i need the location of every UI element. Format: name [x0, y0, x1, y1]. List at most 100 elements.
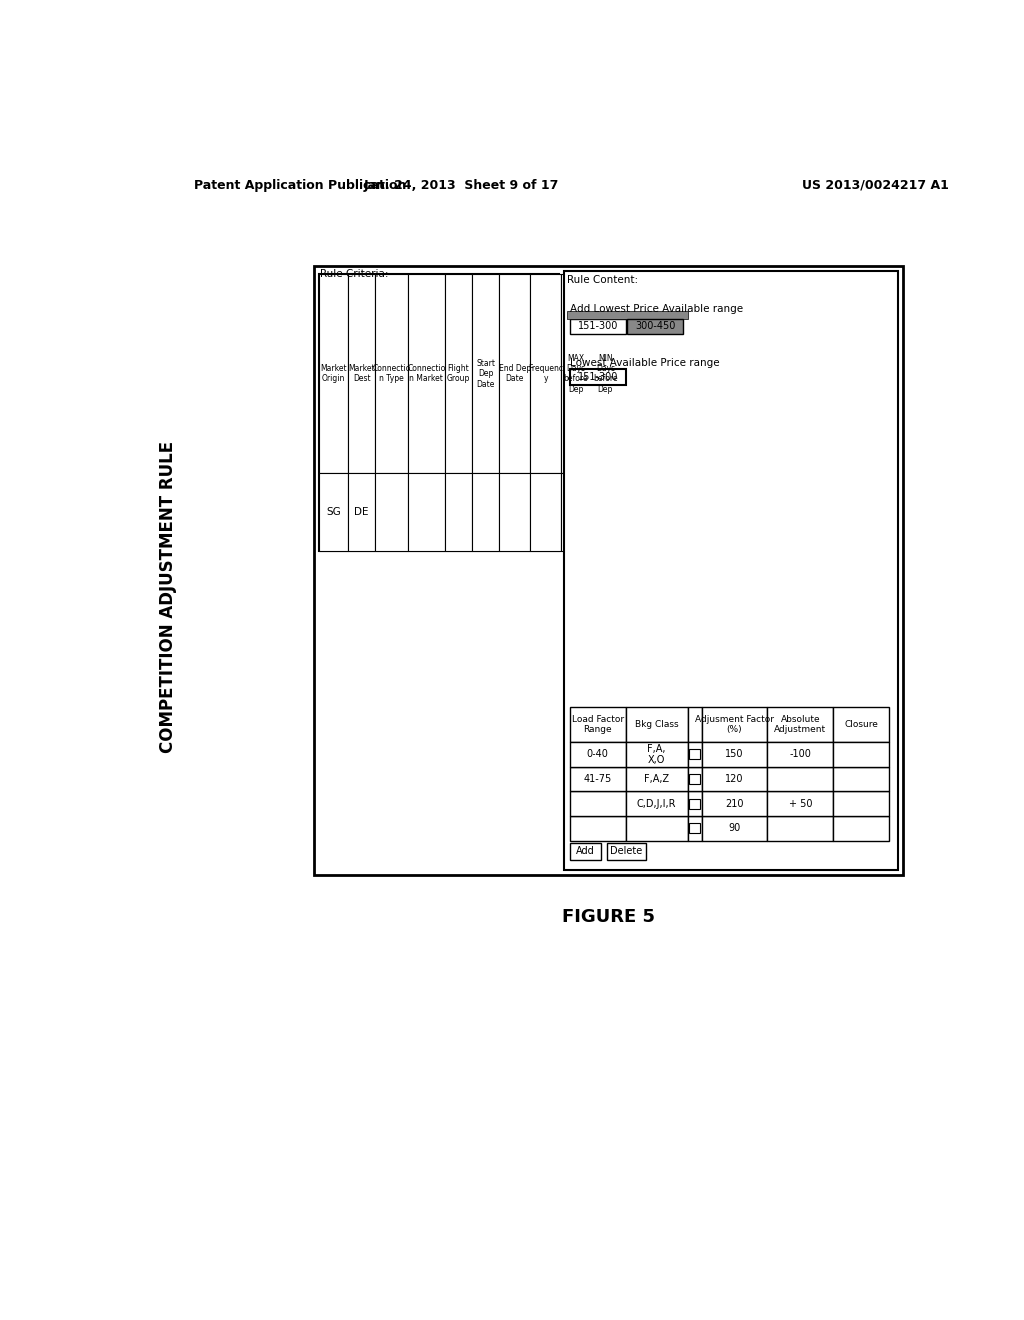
Text: 151-300: 151-300 [578, 372, 617, 381]
Text: Start
Dep
Date: Start Dep Date [476, 359, 496, 388]
Text: 0-40: 0-40 [587, 750, 608, 759]
Text: 120: 120 [725, 774, 743, 784]
Text: DE: DE [354, 507, 369, 517]
Text: MAX
Days
before
Dep: MAX Days before Dep [563, 354, 588, 393]
Bar [767, 816, 834, 841]
Bar [767, 792, 834, 816]
Bar [626, 816, 687, 841]
Bar [591, 275, 621, 474]
Bar [318, 275, 348, 474]
Text: Absolute
Adjustment: Absolute Adjustment [774, 715, 826, 734]
Bar [569, 318, 626, 334]
Bar [687, 708, 701, 742]
Bar [689, 750, 699, 759]
Text: 300-450: 300-450 [635, 321, 675, 331]
Text: C,D,J,I,R: C,D,J,I,R [637, 799, 676, 809]
Bar [561, 275, 591, 474]
Text: SG: SG [326, 507, 341, 517]
Bar [687, 742, 701, 767]
Bar [563, 271, 898, 870]
Text: 90: 90 [728, 824, 740, 833]
Text: 210: 210 [725, 799, 743, 809]
Bar [318, 275, 559, 552]
Text: COMPETITION ADJUSTMENT RULE: COMPETITION ADJUSTMENT RULE [160, 441, 177, 754]
Bar [472, 275, 500, 474]
Text: Connectio
n Type: Connectio n Type [373, 364, 411, 383]
Text: 41-75: 41-75 [584, 774, 611, 784]
Bar [689, 799, 699, 809]
Bar [689, 824, 699, 833]
Text: Market
Origin: Market Origin [321, 364, 347, 383]
Bar [626, 742, 687, 767]
Bar [314, 267, 903, 875]
Text: Jan. 24, 2013  Sheet 9 of 17: Jan. 24, 2013 Sheet 9 of 17 [364, 178, 559, 191]
Bar [569, 792, 626, 816]
Bar [626, 708, 687, 742]
Bar [687, 816, 701, 841]
Bar [348, 275, 375, 474]
Text: F,A,
X,O: F,A, X,O [647, 743, 666, 766]
Bar [626, 767, 687, 792]
Bar [561, 474, 591, 552]
Bar [567, 312, 687, 318]
Bar [701, 816, 767, 841]
Bar [701, 708, 767, 742]
Bar [348, 474, 375, 552]
Bar [569, 742, 626, 767]
Text: 150: 150 [725, 750, 743, 759]
Bar [569, 370, 626, 385]
Bar [607, 843, 646, 859]
Bar [687, 767, 701, 792]
Bar [687, 792, 701, 816]
Bar [834, 816, 889, 841]
Bar [834, 767, 889, 792]
Bar [834, 742, 889, 767]
Text: Connectio
n Market: Connectio n Market [408, 364, 445, 383]
Bar [530, 275, 561, 474]
Bar [375, 275, 408, 474]
Bar [834, 708, 889, 742]
Bar [569, 816, 626, 841]
Bar [569, 767, 626, 792]
Text: Rule Criteria:: Rule Criteria: [321, 269, 389, 279]
Text: Patent Application Publication: Patent Application Publication [194, 178, 407, 191]
Text: Load Factor
Range: Load Factor Range [571, 715, 624, 734]
Text: Delete: Delete [610, 846, 642, 857]
Text: Closure: Closure [844, 721, 879, 729]
Bar [530, 474, 561, 552]
Bar [689, 774, 699, 784]
Bar [472, 474, 500, 552]
Text: Flight
Group: Flight Group [446, 364, 470, 383]
Bar [318, 474, 348, 552]
Bar [569, 843, 601, 859]
Text: MIN
Days
before
Dep: MIN Days before Dep [593, 354, 617, 393]
Text: Bkg Class: Bkg Class [635, 721, 678, 729]
Text: F,A,Z: F,A,Z [644, 774, 669, 784]
Text: Frequenc
y: Frequenc y [528, 364, 563, 383]
Bar [500, 275, 530, 474]
Bar [767, 742, 834, 767]
Bar [445, 275, 472, 474]
Bar [408, 275, 445, 474]
Bar [701, 742, 767, 767]
Text: FIGURE 5: FIGURE 5 [562, 908, 655, 925]
Bar [626, 792, 687, 816]
Bar [591, 474, 621, 552]
Bar [767, 767, 834, 792]
Bar [701, 767, 767, 792]
Text: 151-300: 151-300 [578, 321, 617, 331]
Text: Add: Add [575, 846, 595, 857]
Text: Adjusment Factor
(%): Adjusment Factor (%) [695, 715, 774, 734]
Bar [627, 318, 683, 334]
Bar [500, 474, 530, 552]
Bar [445, 474, 472, 552]
Text: Market
Dest: Market Dest [348, 364, 375, 383]
Bar [408, 474, 445, 552]
Text: Add Lowest Price Available range: Add Lowest Price Available range [569, 305, 742, 314]
Bar [375, 474, 408, 552]
Text: -100: -100 [790, 750, 811, 759]
Text: Lowest Available Price range: Lowest Available Price range [569, 358, 720, 368]
Text: Rule Content:: Rule Content: [567, 275, 639, 285]
Bar [834, 792, 889, 816]
Bar [767, 708, 834, 742]
